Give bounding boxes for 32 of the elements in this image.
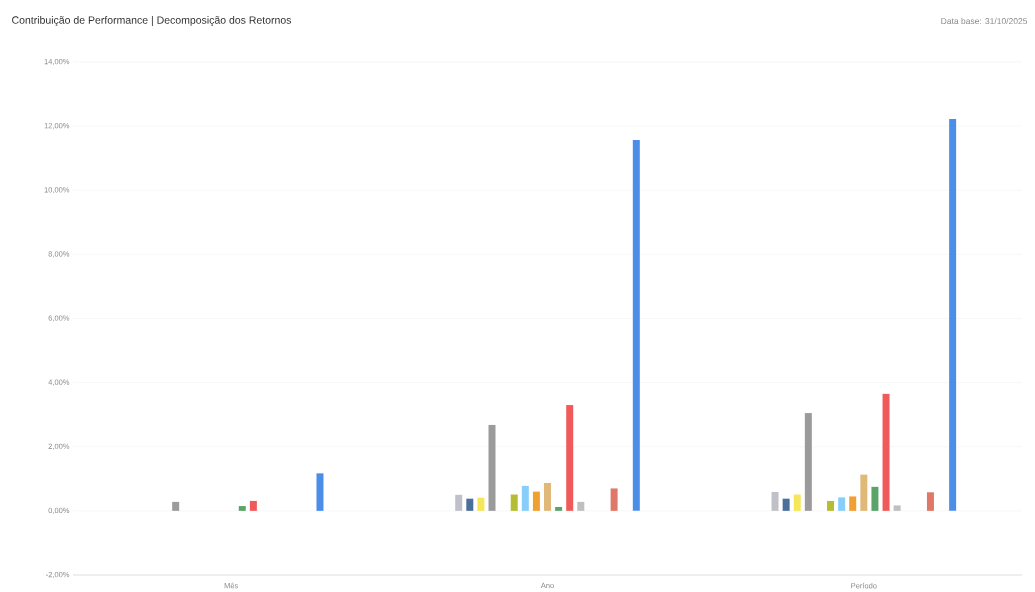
- bar: [771, 492, 779, 512]
- bar: [532, 491, 540, 512]
- bar: [249, 501, 257, 512]
- bar: [871, 486, 879, 512]
- chart-title: Contribuição de Performance | Decomposição dos Retornos: [12, 16, 292, 27]
- bar: [926, 492, 934, 512]
- bar: [849, 496, 857, 512]
- bar: [782, 498, 790, 512]
- bar: [860, 474, 868, 512]
- bar: [804, 413, 812, 512]
- bar: [566, 405, 574, 512]
- bar: [238, 506, 246, 512]
- bar: [882, 393, 890, 512]
- bar: [555, 507, 563, 512]
- bar: [949, 119, 957, 512]
- bar: [477, 497, 485, 512]
- bar: [316, 473, 324, 512]
- bar: [455, 494, 463, 512]
- bar: [838, 497, 846, 512]
- bar: [488, 425, 496, 512]
- bar: [893, 505, 901, 512]
- bar: [793, 494, 801, 512]
- bar: [466, 498, 474, 512]
- bar: [510, 494, 518, 512]
- bar: [544, 483, 551, 512]
- text: Data base: 31/10/2025: [941, 18, 1028, 25]
- bar: [172, 502, 180, 512]
- bar: [521, 486, 529, 512]
- bar: [632, 140, 640, 512]
- bar: [827, 501, 835, 512]
- bar: [577, 502, 585, 512]
- bar: [610, 488, 618, 512]
